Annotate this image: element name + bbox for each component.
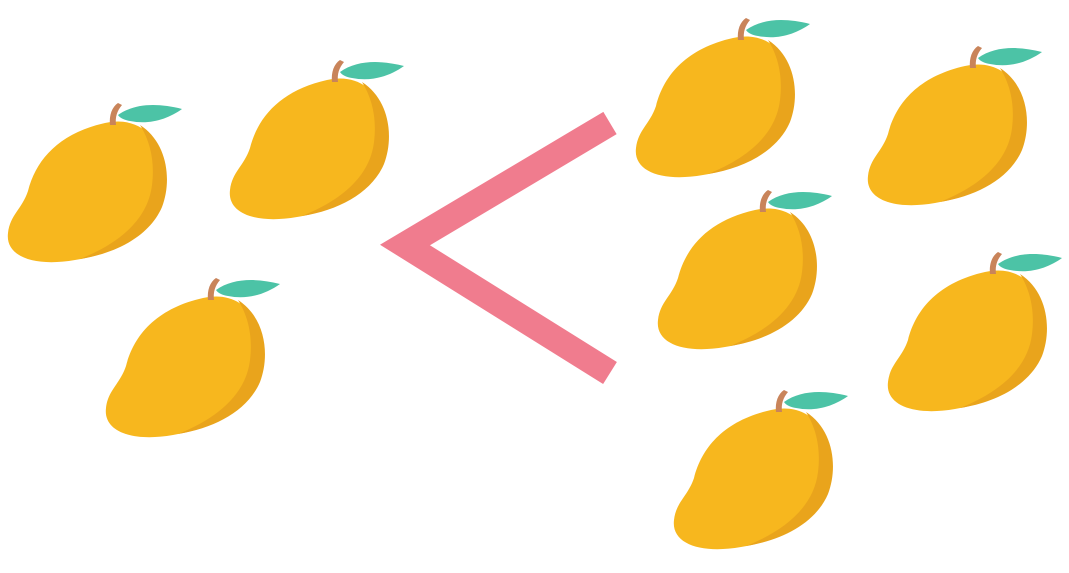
mango-icon [640, 182, 840, 357]
mango-icon [656, 382, 856, 557]
mango-icon [618, 10, 818, 185]
less-than-symbol [375, 105, 625, 390]
mango-icon [0, 95, 190, 270]
mango-icon [850, 38, 1050, 213]
mango-icon [870, 244, 1069, 419]
mango-icon [88, 270, 288, 445]
